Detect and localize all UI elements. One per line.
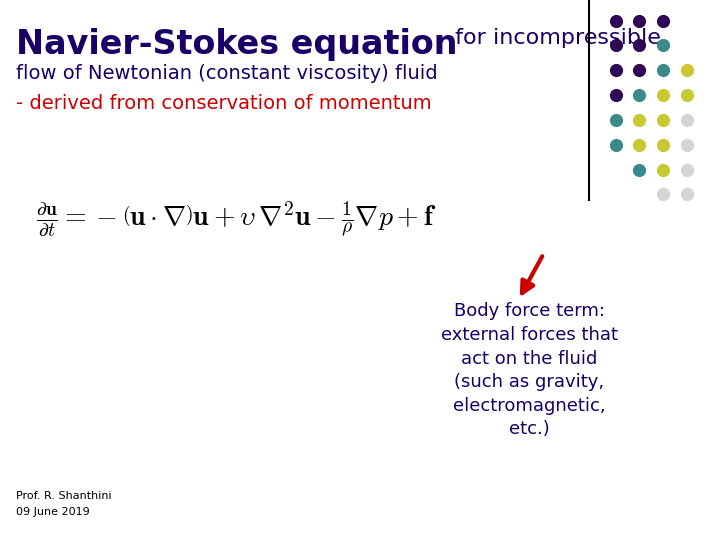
Point [634,91,645,99]
Point [657,140,669,149]
Point [610,140,621,149]
Point [681,116,693,124]
Point [610,66,621,75]
Point [610,91,621,99]
Text: Body force term:
external forces that
act on the fluid
(such as gravity,
electro: Body force term: external forces that ac… [441,302,618,438]
Text: Prof. R. Shanthini: Prof. R. Shanthini [16,491,112,501]
Point [634,116,645,124]
Text: Navier-Stokes equation: Navier-Stokes equation [16,28,457,61]
Text: flow of Newtonian (constant viscosity) fluid: flow of Newtonian (constant viscosity) f… [16,64,438,83]
Point [610,41,621,50]
Point [657,165,669,174]
Point [681,66,693,75]
Point [657,41,669,50]
Point [634,140,645,149]
Point [681,91,693,99]
Text: for incompressible: for incompressible [448,28,661,48]
Point [634,165,645,174]
Point [610,16,621,25]
Point [634,41,645,50]
Point [681,165,693,174]
Point [634,66,645,75]
Point [657,91,669,99]
Point [657,16,669,25]
Text: 09 June 2019: 09 June 2019 [16,507,89,517]
Point [657,66,669,75]
Point [657,190,669,199]
Point [681,190,693,199]
Point [657,116,669,124]
Point [681,140,693,149]
Text: - derived from conservation of momentum: - derived from conservation of momentum [16,94,431,113]
Text: $\frac{\partial \mathbf{u}}{\partial t} = -\left(\mathbf{u}\cdot\nabla\right)\ma: $\frac{\partial \mathbf{u}}{\partial t} … [36,199,436,239]
Point [610,116,621,124]
Point [634,16,645,25]
